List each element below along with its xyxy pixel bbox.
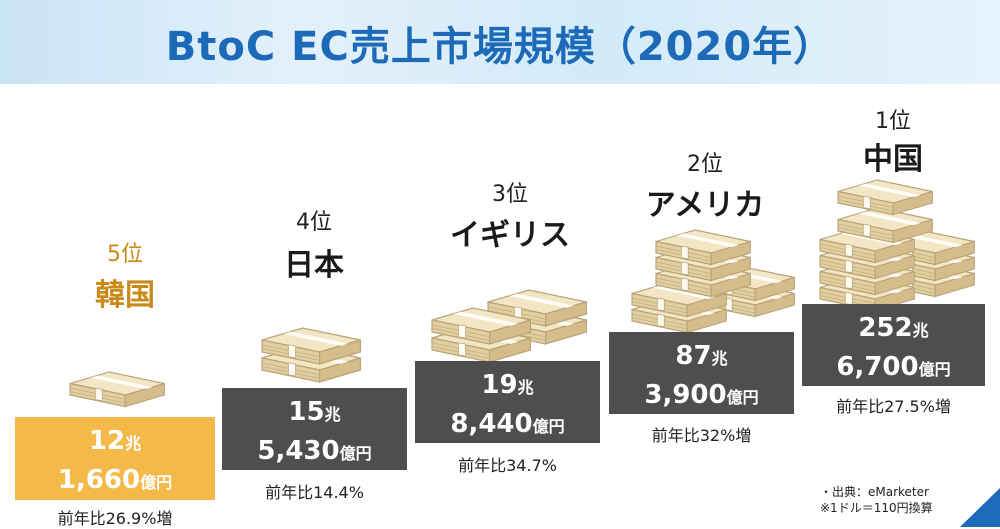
unit-oku-usa: 億円 (726, 388, 759, 407)
rank-china: 1位 (875, 109, 911, 134)
growth-korea: 前年比26.9%増 (57, 509, 173, 528)
unit-cho-china: 兆 (912, 321, 929, 340)
source-line: ・出典：eMarketer (820, 485, 929, 499)
country-uk: イギリス (450, 218, 570, 253)
unit-oku-japan: 億円 (339, 444, 372, 463)
rank-uk: 3位 (492, 182, 528, 207)
growth-japan: 前年比14.4% (265, 483, 364, 502)
unit-oku-uk: 億円 (532, 417, 565, 436)
growth-uk: 前年比34.7% (458, 456, 557, 475)
growth-usa: 前年比32%増 (651, 426, 752, 445)
money-stack-uk (431, 289, 588, 363)
value-oku-korea: 1,660 (57, 465, 141, 495)
value-cho-korea: 12 (88, 426, 126, 456)
exchange-rate-note: ※1ドル＝110円換算 (820, 501, 933, 515)
source-note: ・出典：eMarketer ※1ドル＝110円換算 (820, 484, 933, 516)
value-oku-usa: 3,900 (644, 380, 727, 410)
country-china: 中国 (863, 142, 923, 177)
money-stack-usa (631, 229, 795, 334)
value-box-uk: 19兆 8,440億円 (415, 361, 600, 443)
growth-china: 前年比27.5%増 (836, 397, 951, 416)
rank-korea: 5位 (107, 242, 143, 267)
value-cho-china: 252 (858, 313, 913, 343)
value-cho-japan: 15 (288, 397, 325, 427)
unit-cho-usa: 兆 (711, 349, 728, 368)
header-banner (0, 0, 1000, 84)
unit-cho-korea: 兆 (125, 434, 142, 453)
money-stack-korea (69, 371, 165, 408)
money-stack-japan (261, 327, 361, 383)
unit-oku-china: 億円 (918, 360, 951, 379)
value-oku-china: 6,700 (836, 352, 919, 382)
rank-japan: 4位 (296, 210, 332, 235)
country-usa: アメリカ (645, 188, 765, 223)
value-oku-uk: 8,440 (450, 409, 533, 439)
value-oku-japan: 5,430 (257, 436, 340, 466)
value-cho-uk: 19 (481, 370, 518, 400)
country-japan: 日本 (284, 248, 344, 283)
page-title: BtoC EC売上市場規模（2020年） (165, 24, 835, 70)
value-box-china: 252兆 6,700億円 (802, 304, 985, 386)
unit-cho-japan: 兆 (324, 405, 341, 424)
unit-oku-korea: 億円 (140, 473, 173, 492)
value-box-korea: 12兆 1,660億円 (15, 417, 215, 500)
value-box-usa: 87兆 3,900億円 (609, 332, 794, 414)
country-korea: 韓国 (95, 278, 155, 313)
corner-decoration (960, 488, 1000, 527)
money-stack-china (819, 179, 975, 312)
unit-cho-uk: 兆 (517, 378, 534, 397)
rank-usa: 2位 (687, 152, 723, 177)
value-box-japan: 15兆 5,430億円 (222, 388, 407, 470)
value-cho-usa: 87 (675, 341, 712, 371)
